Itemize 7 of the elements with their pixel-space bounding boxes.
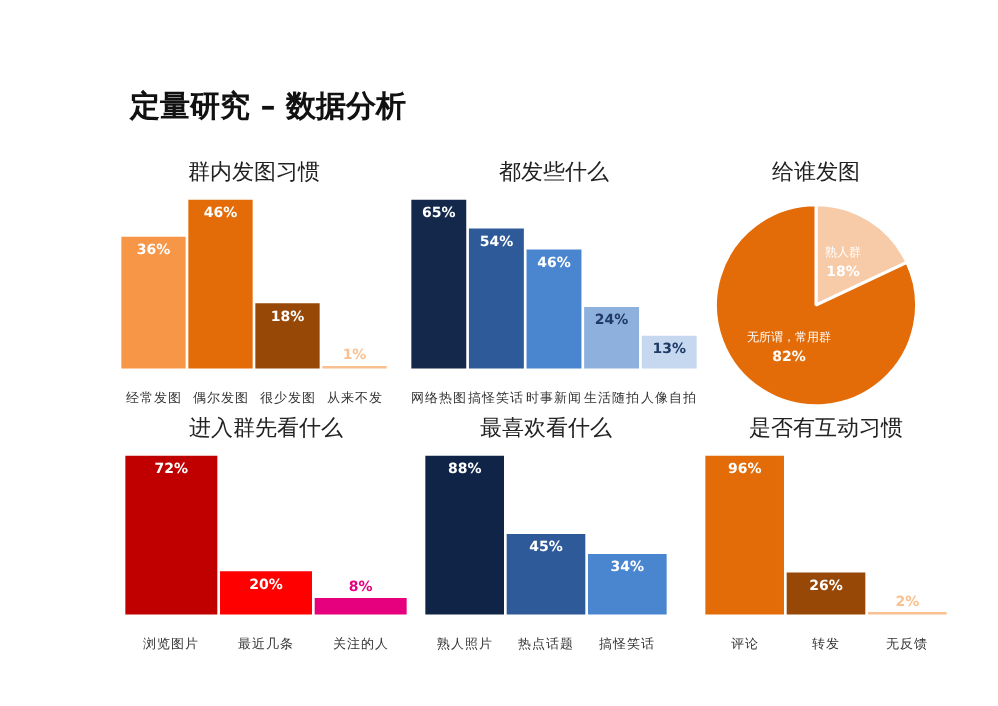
chart-title: 最喜欢看什么	[480, 414, 612, 441]
chart-title: 群内发图习惯	[188, 158, 320, 185]
chart-title: 都发些什么	[499, 158, 609, 185]
chart-title: 进入群先看什么	[189, 414, 343, 441]
chart-title: 是否有互动习惯	[749, 414, 903, 441]
chart-title: 给谁发图	[772, 158, 860, 185]
text: 定量研究 – 数据分析	[130, 88, 406, 126]
